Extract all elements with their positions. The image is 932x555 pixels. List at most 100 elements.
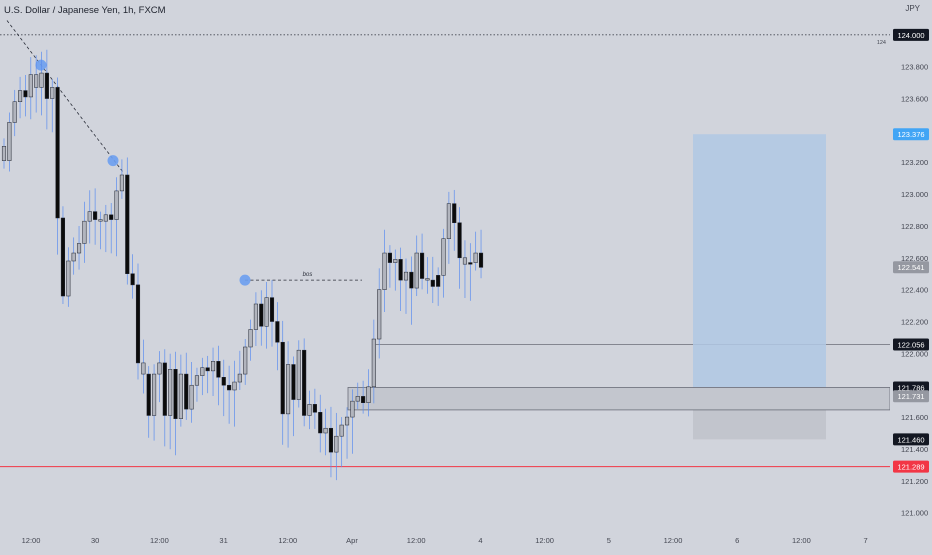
x-tick-label: 7 bbox=[864, 536, 868, 545]
bear-candle bbox=[146, 373, 151, 416]
bear-candle bbox=[302, 349, 307, 416]
bear-candle bbox=[291, 364, 296, 400]
bull-candle bbox=[76, 243, 82, 254]
price-tag-label: 123.376 bbox=[897, 130, 924, 139]
bull-candle bbox=[7, 122, 12, 161]
bull-candle bbox=[200, 367, 205, 376]
bear-candle bbox=[452, 203, 457, 224]
bull-candle bbox=[114, 190, 119, 220]
bear-candle bbox=[23, 90, 28, 98]
currency-label: JPY bbox=[905, 4, 920, 13]
demand-zone[interactable] bbox=[347, 387, 891, 411]
bear-candle bbox=[387, 252, 392, 263]
bull-candle bbox=[339, 424, 344, 437]
x-tick-label: 6 bbox=[735, 536, 739, 545]
bull-candle bbox=[50, 87, 55, 99]
price-tag-label: 121.786 bbox=[897, 383, 924, 392]
bull-candle bbox=[103, 214, 108, 222]
bull-candle bbox=[243, 346, 248, 375]
drawings[interactable]: bos bbox=[6, 20, 362, 286]
x-tick-label: 12:00 bbox=[664, 536, 683, 545]
trendline bbox=[6, 20, 125, 174]
bear-candle bbox=[398, 259, 403, 281]
bull-candle bbox=[253, 303, 258, 330]
y-tick-label: 121.400 bbox=[901, 445, 928, 454]
bull-candle bbox=[414, 252, 419, 289]
bull-candle bbox=[1, 146, 7, 161]
bull-candle bbox=[39, 72, 44, 88]
y-tick-label: 123.200 bbox=[901, 158, 928, 167]
price-axis[interactable]: 121.000121.200121.400121.600121.800122.0… bbox=[890, 0, 932, 550]
bear-candle bbox=[227, 384, 232, 391]
bear-candle bbox=[93, 211, 98, 220]
x-tick-label: 12:00 bbox=[407, 536, 426, 545]
y-tick-label: 121.000 bbox=[901, 509, 928, 518]
bull-candle bbox=[71, 252, 76, 262]
bull-candle bbox=[425, 278, 430, 281]
bull-candle bbox=[344, 416, 350, 426]
symbol-title: U.S. Dollar / Japanese Yen, 1h, FXCM bbox=[4, 5, 166, 16]
bull-candle bbox=[87, 211, 92, 222]
price-tag-label: 124.000 bbox=[897, 31, 924, 40]
y-tick-label: 121.600 bbox=[901, 413, 928, 422]
bear-candle bbox=[216, 361, 221, 378]
bull-candle bbox=[382, 252, 387, 290]
bull-candle bbox=[18, 90, 23, 102]
bear-candle bbox=[328, 427, 334, 453]
bull-candle bbox=[237, 373, 242, 383]
price-tag-label: 121.289 bbox=[897, 463, 924, 472]
x-tick-label: 12:00 bbox=[792, 536, 811, 545]
x-tick-label: 12:00 bbox=[535, 536, 554, 545]
y-tick-label: 123.800 bbox=[901, 63, 928, 72]
x-tick-label: 12:00 bbox=[150, 536, 169, 545]
x-tick-label: 12:00 bbox=[278, 536, 297, 545]
bear-candle bbox=[173, 369, 178, 419]
bear-candle bbox=[205, 367, 210, 372]
bear-candle bbox=[162, 362, 167, 416]
bull-candle bbox=[334, 435, 339, 453]
bull-candle bbox=[286, 364, 291, 415]
bull-candle bbox=[462, 257, 468, 265]
bull-candle bbox=[98, 219, 103, 222]
bull-candle bbox=[34, 74, 39, 88]
x-tick-label: 5 bbox=[607, 536, 611, 545]
price-tag-label: 121.460 bbox=[897, 435, 924, 444]
zone-rect bbox=[347, 387, 891, 411]
bear-candle bbox=[457, 222, 462, 259]
price-tag bbox=[893, 433, 929, 446]
bull-candle bbox=[232, 381, 237, 391]
bull-candle bbox=[350, 400, 355, 418]
y-tick-label: 121.200 bbox=[901, 477, 928, 486]
price-tag-label: 121.731 bbox=[897, 392, 924, 401]
target-zone bbox=[693, 134, 826, 397]
bear-candle bbox=[361, 396, 366, 403]
bull-candle bbox=[371, 338, 376, 388]
bull-candle bbox=[194, 375, 200, 386]
price-tag bbox=[893, 460, 929, 473]
y-tick-label: 122.000 bbox=[901, 349, 928, 358]
bull-candle bbox=[82, 220, 87, 244]
bear-candle bbox=[420, 252, 425, 279]
bull-candle bbox=[210, 361, 216, 372]
bull-candle bbox=[377, 289, 382, 340]
bos-label: bos bbox=[303, 272, 313, 278]
bull-candle bbox=[28, 74, 33, 98]
price-tag-label: 122.541 bbox=[897, 263, 924, 272]
long-position-tool[interactable] bbox=[693, 134, 826, 440]
pivot-marker bbox=[239, 274, 251, 286]
bear-candle bbox=[44, 72, 49, 99]
time-axis[interactable]: 12:00 30 12:00 31 12:00 Apr 12:00 4 12:00 5 12:00 6… bbox=[22, 536, 868, 545]
bull-candle bbox=[178, 373, 183, 419]
y-tick-label: 122.600 bbox=[901, 254, 928, 263]
bear-candle bbox=[135, 284, 141, 364]
bull-candle bbox=[473, 252, 478, 263]
price-tag bbox=[893, 28, 929, 41]
pivot-marker bbox=[35, 59, 47, 71]
x-tick-label: Apr bbox=[346, 536, 358, 545]
bear-candle bbox=[184, 373, 189, 410]
bear-candle bbox=[130, 273, 135, 286]
bull-candle bbox=[355, 396, 360, 402]
bear-candle bbox=[280, 341, 285, 415]
